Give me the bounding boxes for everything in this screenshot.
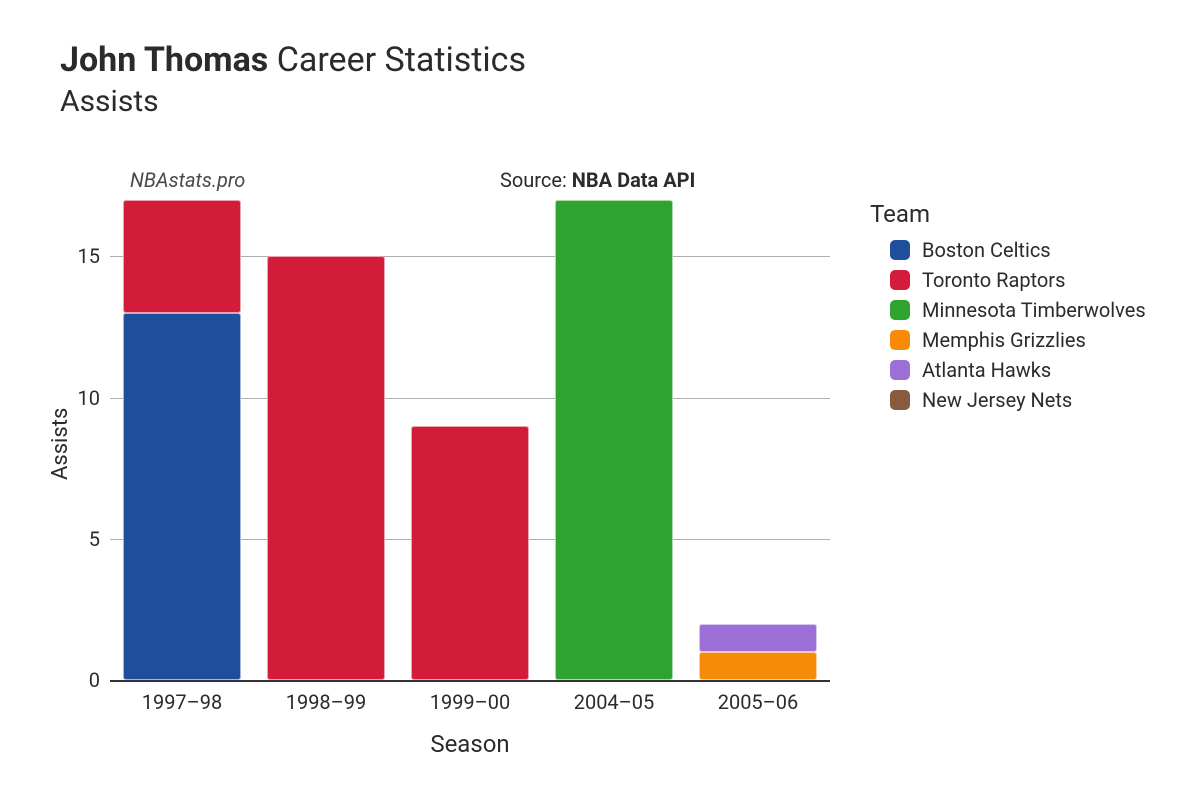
legend-swatch (890, 300, 910, 320)
title-suffix: Career Statistics (277, 40, 526, 80)
y-axis-label: Assists (48, 408, 73, 480)
site-label: NBAstats.pro (130, 168, 245, 192)
legend-item: New Jersey Nets (890, 388, 1146, 412)
bar-segment (123, 200, 241, 313)
bar-segment (267, 256, 385, 680)
source-attribution: Source: NBA Data API (500, 168, 695, 192)
bar-segment (555, 200, 673, 680)
x-axis-label: Season (430, 730, 509, 758)
legend-label: Minnesota Timberwolves (922, 298, 1146, 322)
y-tick-label: 5 (89, 527, 110, 551)
x-tick-label: 1999–00 (430, 680, 511, 714)
legend-item: Toronto Raptors (890, 268, 1146, 292)
bar-segment (411, 426, 529, 680)
legend-label: Memphis Grizzlies (922, 328, 1086, 352)
y-tick-label: 10 (78, 386, 110, 410)
legend-item: Boston Celtics (890, 238, 1146, 262)
bar-segment (699, 652, 817, 680)
legend-item: Atlanta Hawks (890, 358, 1146, 382)
title-block: John Thomas Career Statistics Assists (60, 40, 526, 119)
title-player-name: John Thomas (60, 40, 268, 80)
x-tick-label: 2004–05 (574, 680, 655, 714)
legend-label: Boston Celtics (922, 238, 1051, 262)
chart-container: John Thomas Career Statistics Assists NB… (0, 0, 1200, 800)
legend-swatch (890, 270, 910, 290)
chart-subtitle: Assists (60, 84, 526, 119)
plot-area: Assists Season 0510151997–981998–991999–… (110, 200, 830, 680)
legend-title: Team (870, 200, 1146, 228)
bar-segment (123, 313, 241, 680)
bar-segment (699, 624, 817, 652)
legend-label: Toronto Raptors (922, 268, 1065, 292)
x-tick-label: 1998–99 (286, 680, 367, 714)
source-prefix: Source: (500, 168, 572, 192)
legend-item: Minnesota Timberwolves (890, 298, 1146, 322)
legend-label: Atlanta Hawks (922, 358, 1051, 382)
legend-label: New Jersey Nets (922, 388, 1072, 412)
source-name: NBA Data API (572, 168, 696, 192)
legend-swatch (890, 360, 910, 380)
x-tick-label: 1997–98 (142, 680, 223, 714)
legend-swatch (890, 330, 910, 350)
chart-title: John Thomas Career Statistics (60, 40, 526, 80)
y-tick-label: 0 (89, 668, 110, 692)
legend-item: Memphis Grizzlies (890, 328, 1146, 352)
legend-swatch (890, 390, 910, 410)
legend: Team Boston Celtics Toronto Raptors Minnes… (870, 200, 1146, 418)
legend-swatch (890, 240, 910, 260)
x-tick-label: 2005–06 (718, 680, 799, 714)
y-tick-label: 15 (78, 244, 110, 268)
